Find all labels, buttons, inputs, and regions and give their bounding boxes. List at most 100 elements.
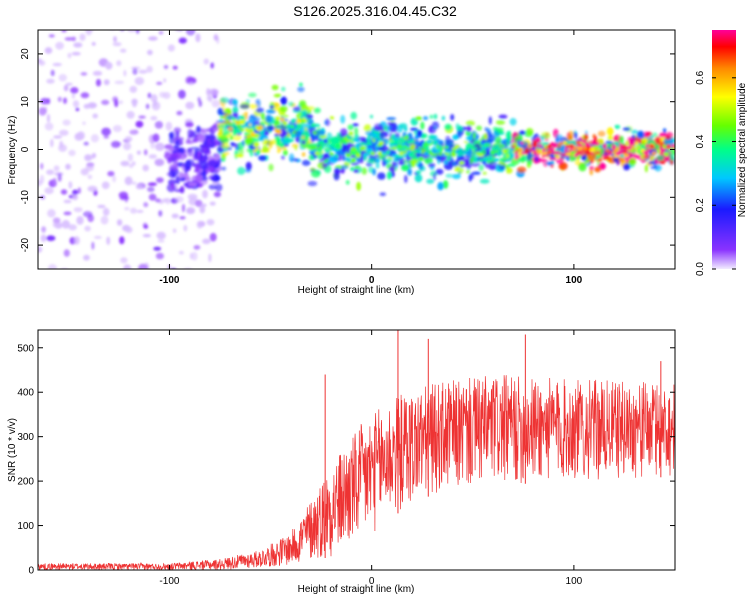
- y-tick-label: 500: [17, 343, 34, 354]
- spectrogram-core: [363, 152, 368, 158]
- spectrogram-blob: [203, 14, 208, 18]
- spectrogram-blob: [191, 251, 198, 261]
- spectrogram-blob: [375, 161, 380, 169]
- spectrogram-blob: [200, 128, 209, 134]
- spectrogram-blob: [120, 160, 130, 167]
- spectrogram-core: [489, 150, 496, 155]
- spectrogram-blob: [169, 153, 180, 157]
- spectrogram-core: [376, 157, 381, 163]
- spectrogram-blob: [483, 132, 488, 141]
- spectrogram-core: [530, 149, 534, 152]
- spectrogram-blob: [148, 154, 157, 159]
- spectrogram-blob: [340, 128, 348, 136]
- spectrogram-blob: [407, 168, 413, 176]
- spectrogram-blob: [178, 140, 184, 146]
- spectrogram-blob: [517, 157, 527, 162]
- spectrogram-blob: [135, 0, 144, 5]
- spectrogram-blob: [114, 80, 125, 85]
- spectrogram-blob: [156, 231, 166, 240]
- spectrogram-core: [351, 157, 356, 163]
- spectrogram-blob: [186, 137, 191, 144]
- spectrogram-blob: [83, 141, 89, 146]
- spectrogram-blob: [164, 144, 174, 150]
- spectrogram-core: [372, 133, 378, 137]
- spectrogram-blob: [154, 121, 163, 129]
- spectrogram-blob: [114, 99, 119, 108]
- spectrogram-blob: [153, 99, 157, 107]
- spectrogram-core: [224, 124, 228, 128]
- spectrogram-blob: [603, 144, 607, 149]
- spectrogram-blob: [567, 134, 573, 141]
- spectrogram-blob: [317, 153, 323, 160]
- spectrogram-blob: [131, 98, 138, 105]
- spectrogram-blob: [557, 144, 562, 149]
- spectrogram-blob: [220, 166, 227, 171]
- spectrogram-core: [286, 123, 292, 129]
- spectrogram-blob: [179, 216, 186, 220]
- spectrogram-blob: [151, 9, 155, 15]
- spectrogram-blob: [186, 207, 196, 215]
- spectrogram-blob: [140, 273, 145, 282]
- spectrogram-blob: [244, 137, 254, 147]
- spectrogram-blob: [155, 142, 165, 151]
- spectrogram-blob: [139, 276, 146, 280]
- spectrogram-blob: [363, 124, 372, 133]
- spectrogram-blob: [416, 129, 423, 138]
- x-tick-label: -100: [159, 275, 179, 286]
- spectrogram-blob: [143, 202, 149, 208]
- spectrogram-blob: [347, 131, 354, 136]
- spectrogram-blob: [242, 118, 247, 124]
- spectrogram-core: [605, 149, 611, 153]
- spectrogram-blob: [72, 100, 80, 108]
- spectrogram-blob: [419, 165, 426, 172]
- spectrogram-core: [547, 144, 552, 149]
- spectrogram-core: [422, 143, 426, 149]
- spectrogram-blob: [208, 13, 216, 17]
- spectrogram-blob: [142, 234, 151, 238]
- spectrogram-blob: [90, 134, 99, 143]
- spectrogram-core: [290, 125, 295, 129]
- spectrogram-blob: [485, 134, 496, 143]
- spectrogram-blob: [209, 201, 216, 206]
- spectrogram-blob: [112, 125, 122, 133]
- spectrogram-blob: [130, 66, 141, 70]
- figure-title: S126.2025.316.04.45.C32: [293, 3, 457, 19]
- spectrogram-core: [300, 121, 306, 124]
- spectrogram-blob: [459, 155, 466, 159]
- spectrogram-core: [350, 146, 356, 152]
- spectrogram-blob: [662, 128, 667, 134]
- spectrogram-blob: [131, 181, 137, 185]
- spectrogram-blob: [532, 139, 538, 148]
- spectrogram-blob: [472, 171, 481, 175]
- spectrogram-core: [611, 144, 617, 150]
- spectrogram-blob: [145, 103, 150, 110]
- spectrogram-blob: [221, 142, 231, 150]
- spectrogram-blob: [97, 204, 106, 209]
- spectrogram-blob: [90, 279, 96, 285]
- spectrogram-blob: [452, 173, 461, 180]
- spectrogram-blob: [57, 96, 62, 103]
- spectrogram-blob: [307, 144, 316, 151]
- spectrogram-blob: [73, 207, 83, 213]
- spectrogram-blob: [554, 150, 560, 155]
- spectrogram-blob: [47, 209, 56, 218]
- spectrogram-core: [219, 127, 223, 132]
- spectrogram-blob: [255, 107, 264, 114]
- spectrogram-blob: [129, 129, 139, 135]
- spectrogram-blob: [210, 62, 214, 69]
- spectrogram-core: [543, 151, 547, 155]
- spectrogram-blob: [296, 134, 302, 138]
- spectrogram-core: [480, 140, 484, 145]
- spectrogram-blob: [78, 308, 87, 315]
- spectrogram-blob: [63, 211, 72, 216]
- spectrogram-blob: [269, 105, 275, 109]
- x-tick-label: 0: [369, 576, 375, 587]
- spectrogram-blob: [142, 164, 149, 172]
- spectrogram-core: [299, 128, 306, 131]
- spectrogram-blob: [93, 235, 102, 239]
- spectrogram-blob: [353, 169, 360, 173]
- spectrogram-blob: [48, 34, 55, 38]
- spectrogram-core: [520, 142, 524, 145]
- spectrogram-core: [406, 147, 412, 151]
